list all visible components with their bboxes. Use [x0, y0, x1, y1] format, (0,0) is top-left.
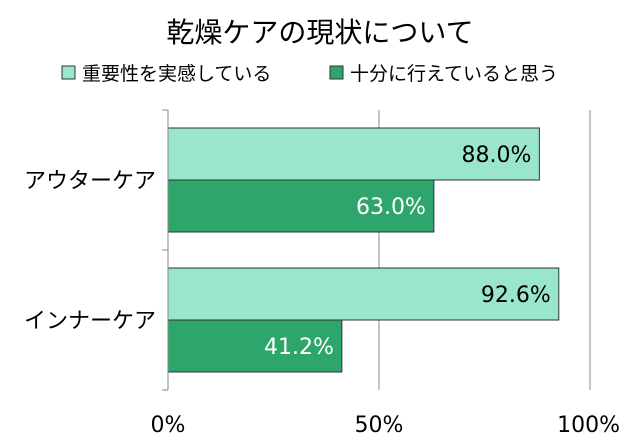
x-tick-label-100: 100%	[557, 413, 620, 438]
y-axis	[162, 109, 169, 391]
chart-title: 乾燥ケアの現状について	[166, 16, 473, 49]
legend-label-1: 重要性を実感している	[82, 63, 271, 85]
bar-1-series-2	[167, 179, 435, 233]
category-label-1: アウターケア	[24, 169, 156, 194]
legend-label-2: 十分に行えていると思う	[350, 63, 558, 85]
x-tick-label-50: 50%	[355, 413, 404, 438]
bars	[167, 127, 560, 373]
legend-swatch-1	[61, 65, 76, 80]
tick-labels: 0% 50% 100%	[151, 413, 620, 438]
data-label-2-1: 92.6%	[481, 283, 551, 308]
legend: 重要性を実感している 十分に行えていると思う	[61, 63, 558, 85]
data-label-1-2: 63.0%	[356, 195, 426, 220]
data-labels: 88.0% 63.0% 92.6% 41.2%	[264, 143, 551, 360]
category-label-2: インナーケア	[24, 309, 156, 334]
data-label-2-2: 41.2%	[264, 335, 334, 360]
x-tick-label-0: 0%	[151, 413, 186, 438]
data-label-1-1: 88.0%	[461, 143, 531, 168]
legend-swatch-2	[329, 65, 344, 80]
